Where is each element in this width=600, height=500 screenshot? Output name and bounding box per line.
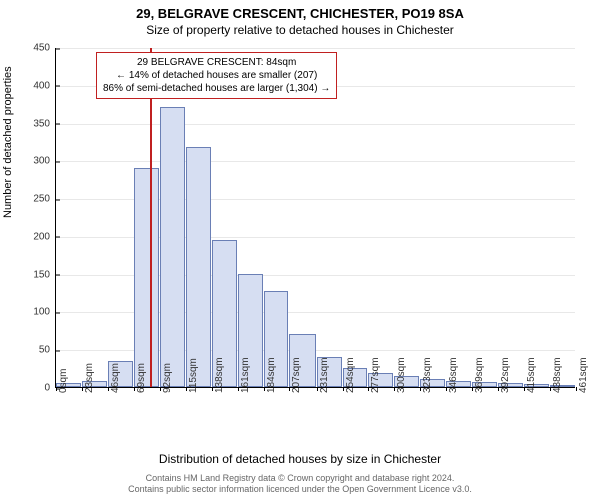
y-tick-label: 200	[33, 231, 56, 242]
x-tick-mark	[550, 387, 551, 391]
y-tick-label: 450	[33, 43, 56, 54]
x-tick-label: 0sqm	[58, 369, 69, 393]
x-tick-mark	[238, 387, 239, 391]
y-tick-label: 100	[33, 307, 56, 318]
x-tick-label: 138sqm	[214, 357, 225, 393]
x-tick-label: 46sqm	[110, 363, 121, 393]
chart-area: 0501001502002503003504004500sqm23sqm46sq…	[55, 48, 575, 388]
x-tick-mark	[264, 387, 265, 391]
y-tick-label: 400	[33, 80, 56, 91]
x-tick-mark	[108, 387, 109, 391]
x-tick-mark	[186, 387, 187, 391]
x-tick-label: 69sqm	[136, 363, 147, 393]
x-tick-label: 392sqm	[500, 357, 511, 393]
x-tick-mark	[498, 387, 499, 391]
annotation-line3: 86% of semi-detached houses are larger (…	[103, 82, 330, 95]
histogram-bar	[160, 107, 185, 387]
x-tick-mark	[56, 387, 57, 391]
histogram-bar	[186, 147, 211, 387]
y-tick-label: 300	[33, 156, 56, 167]
gridline	[56, 161, 575, 162]
x-tick-label: 231sqm	[319, 357, 330, 393]
x-tick-label: 438sqm	[552, 357, 563, 393]
title-line2: Size of property relative to detached ho…	[0, 23, 600, 37]
title-line1: 29, BELGRAVE CRESCENT, CHICHESTER, PO19 …	[0, 6, 600, 21]
x-tick-label: 115sqm	[188, 358, 199, 393]
x-tick-mark	[160, 387, 161, 391]
x-tick-mark	[524, 387, 525, 391]
y-tick-label: 250	[33, 194, 56, 205]
y-tick-label: 150	[33, 269, 56, 280]
histogram-bar	[134, 168, 159, 387]
y-tick-label: 350	[33, 118, 56, 129]
x-tick-label: 161sqm	[240, 357, 251, 393]
chart-title-block: 29, BELGRAVE CRESCENT, CHICHESTER, PO19 …	[0, 0, 600, 37]
y-tick-label: 0	[44, 383, 56, 394]
x-tick-mark	[82, 387, 83, 391]
x-tick-label: 415sqm	[526, 357, 537, 393]
annotation-line2: ← 14% of detached houses are smaller (20…	[103, 69, 330, 82]
x-tick-label: 23sqm	[84, 363, 95, 393]
x-tick-label: 184sqm	[266, 357, 277, 393]
x-tick-label: 346sqm	[448, 357, 459, 393]
y-tick-label: 50	[39, 345, 56, 356]
x-tick-label: 92sqm	[162, 363, 173, 393]
x-tick-mark	[343, 387, 344, 391]
x-tick-label: 254sqm	[345, 357, 356, 393]
x-tick-mark	[212, 387, 213, 391]
y-axis-label: Number of detached properties	[2, 66, 14, 218]
x-tick-label: 369sqm	[474, 357, 485, 393]
x-tick-label: 300sqm	[396, 357, 407, 393]
annotation-line1: 29 BELGRAVE CRESCENT: 84sqm	[103, 56, 330, 69]
x-tick-label: 323sqm	[422, 357, 433, 393]
x-tick-label: 461sqm	[578, 357, 589, 393]
attribution-footer: Contains HM Land Registry data © Crown c…	[0, 473, 600, 496]
x-tick-mark	[134, 387, 135, 391]
annotation-box: 29 BELGRAVE CRESCENT: 84sqm← 14% of deta…	[96, 52, 337, 99]
footer-line2: Contains public sector information licen…	[0, 484, 600, 496]
x-tick-label: 207sqm	[291, 357, 302, 393]
x-tick-label: 277sqm	[370, 357, 381, 393]
x-axis-label: Distribution of detached houses by size …	[0, 452, 600, 466]
x-tick-mark	[576, 387, 577, 391]
gridline	[56, 124, 575, 125]
x-tick-mark	[317, 387, 318, 391]
plot-region: 0501001502002503003504004500sqm23sqm46sq…	[55, 48, 575, 388]
footer-line1: Contains HM Land Registry data © Crown c…	[0, 473, 600, 485]
gridline	[56, 48, 575, 49]
